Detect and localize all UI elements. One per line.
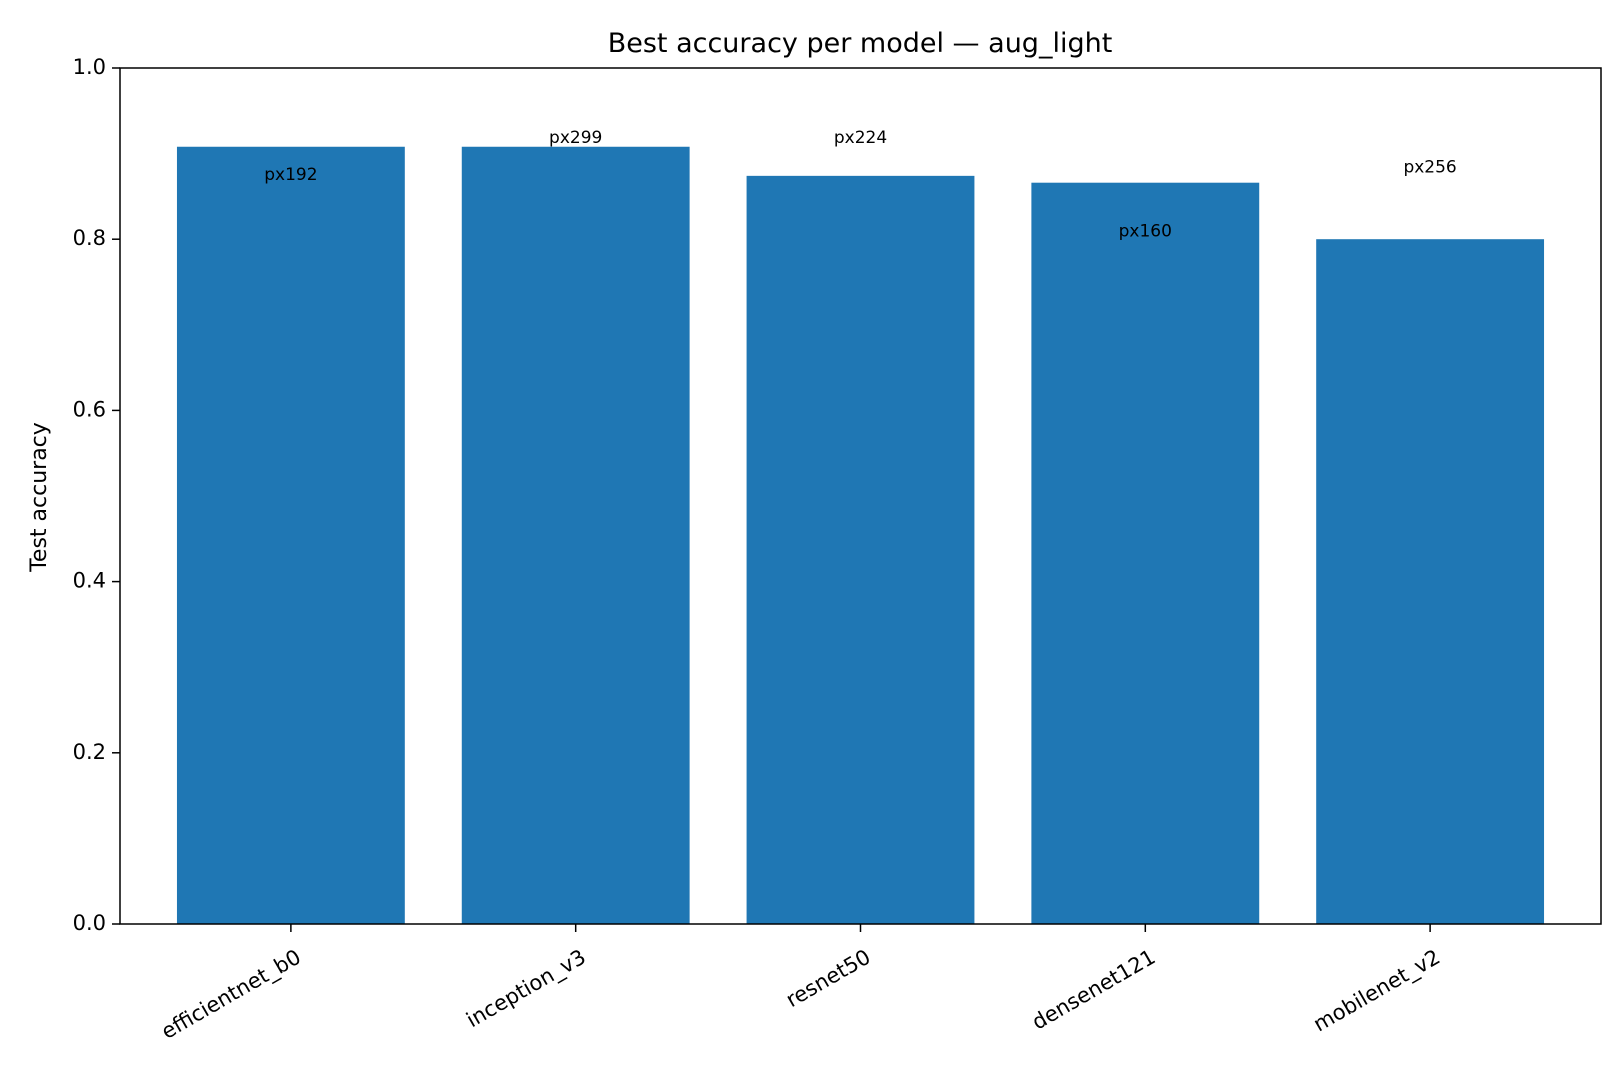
bar-annotation-densenet121: px160 bbox=[1119, 221, 1172, 241]
y-tick-label: 0.0 bbox=[73, 911, 106, 935]
y-tick-label: 1.0 bbox=[73, 55, 106, 79]
x-tick-label-resnet50: resnet50 bbox=[782, 945, 875, 1012]
bar-annotation-resnet50: px224 bbox=[834, 128, 887, 148]
x-tick-label-efficientnet_b0: efficientnet_b0 bbox=[157, 945, 305, 1045]
y-tick-label: 0.4 bbox=[73, 569, 106, 593]
plot-frame bbox=[119, 67, 1602, 925]
bar-annotation-inception_v3: px299 bbox=[549, 128, 602, 148]
y-axis-label: Test accuracy bbox=[27, 422, 52, 573]
chart-title: Best accuracy per model — aug_light bbox=[608, 28, 1113, 59]
bar-annotation-efficientnet_b0: px192 bbox=[264, 165, 317, 185]
bar-resnet50 bbox=[746, 175, 975, 924]
x-tick-label-inception_v3: inception_v3 bbox=[462, 945, 590, 1033]
bar-densenet121 bbox=[1031, 182, 1260, 925]
y-tick-label: 0.2 bbox=[73, 740, 106, 764]
bars-group bbox=[176, 146, 1545, 925]
bar-inception_v3 bbox=[461, 146, 690, 924]
bar-annotation-mobilenet_v2: px256 bbox=[1403, 157, 1456, 177]
bar-efficientnet_b0 bbox=[176, 146, 405, 924]
y-axis-ticks: 0.0 0.2 0.4 0.6 0.8 1.0 bbox=[73, 55, 120, 935]
y-tick-label: 0.8 bbox=[73, 226, 106, 250]
x-tick-label-mobilenet_v2: mobilenet_v2 bbox=[1309, 945, 1444, 1038]
x-axis-ticks: efficientnet_b0 inception_v3 resnet50 dense… bbox=[157, 924, 1445, 1045]
bar-annotations-group: px192 px299 px224 px160 px256 bbox=[264, 128, 1457, 241]
bar-mobilenet_v2 bbox=[1316, 239, 1545, 924]
x-tick-label-densenet121: densenet121 bbox=[1028, 945, 1159, 1035]
y-tick-label: 0.6 bbox=[73, 397, 106, 421]
